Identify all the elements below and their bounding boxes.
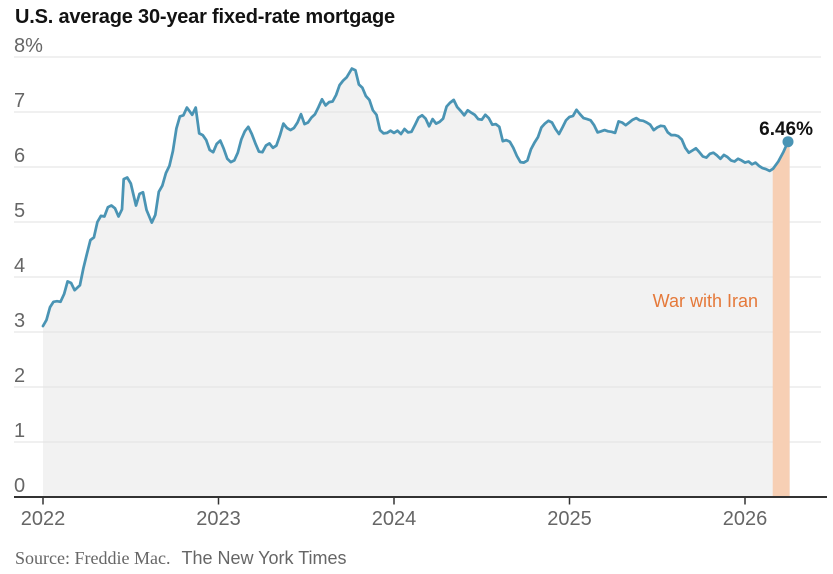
area-fill bbox=[43, 68, 790, 497]
x-tick-label: 2026 bbox=[722, 508, 768, 530]
y-tick-label: 3 bbox=[14, 310, 26, 332]
source-line: Source: Freddie Mac. The New York Times bbox=[15, 547, 347, 569]
last-point-dot bbox=[782, 136, 794, 148]
x-tick-label: 2023 bbox=[196, 508, 241, 530]
y-tick-label: 0 bbox=[14, 475, 26, 497]
y-tick-label: 4 bbox=[14, 255, 26, 277]
x-tick-label: 2024 bbox=[371, 508, 417, 530]
source-note: Source: Freddie Mac. bbox=[15, 548, 171, 568]
chart-title: U.S. average 30-year fixed-rate mortgage bbox=[15, 6, 395, 28]
last-value-label: 6.46% bbox=[759, 119, 813, 140]
y-tick-label: 5 bbox=[14, 200, 26, 222]
x-tick-label: 2022 bbox=[20, 508, 66, 530]
y-tick-label: 1 bbox=[14, 420, 26, 442]
y-tick-label: 2 bbox=[14, 365, 26, 387]
y-tick-label: 6 bbox=[14, 145, 26, 167]
war-band bbox=[772, 141, 790, 497]
y-tick-label: 7 bbox=[14, 90, 26, 112]
credit-note: The New York Times bbox=[181, 548, 347, 568]
y-tick-label: 8% bbox=[14, 35, 43, 57]
x-tick-label: 2025 bbox=[547, 508, 592, 530]
rate-line bbox=[41, 67, 790, 328]
war-with-iran-annotation: War with Iran bbox=[652, 291, 758, 311]
